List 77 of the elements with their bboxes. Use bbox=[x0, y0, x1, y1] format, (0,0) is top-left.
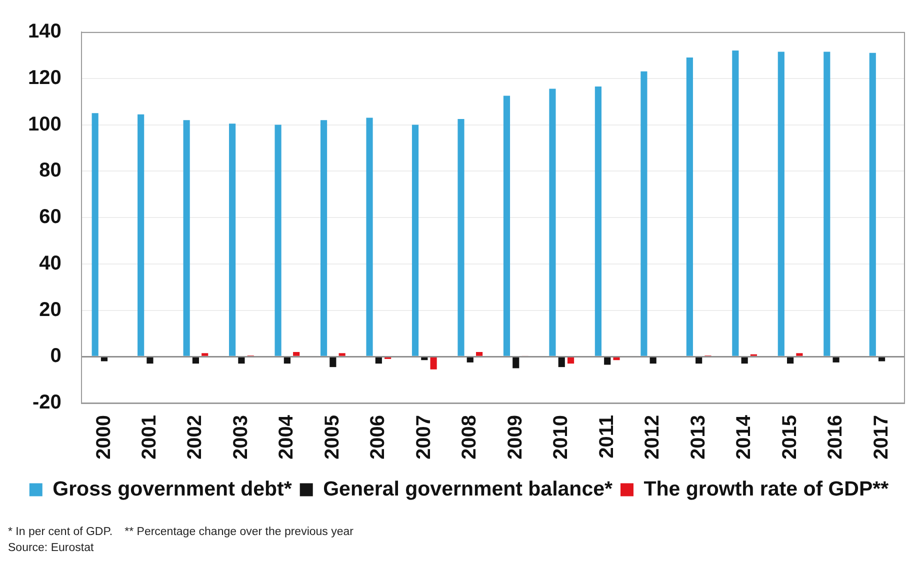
bar bbox=[567, 357, 574, 364]
y-tick-label: -20 bbox=[32, 392, 62, 414]
bar bbox=[320, 120, 328, 356]
bar bbox=[686, 58, 693, 356]
x-tick-label: 2006 bbox=[367, 415, 390, 460]
bar bbox=[824, 52, 830, 356]
x-tick-label: 2003 bbox=[230, 415, 252, 460]
y-tick-label: 100 bbox=[28, 113, 62, 136]
bar bbox=[787, 357, 794, 364]
x-tick-label: 2017 bbox=[870, 415, 892, 460]
x-tick-label: 2007 bbox=[412, 415, 435, 460]
bar bbox=[238, 357, 245, 364]
y-tick-label: 120 bbox=[28, 66, 62, 89]
x-tick-label: 2004 bbox=[276, 414, 298, 460]
bar bbox=[503, 96, 510, 356]
bar bbox=[650, 357, 656, 364]
bar bbox=[778, 52, 784, 356]
x-tick-label: 2015 bbox=[778, 415, 801, 460]
x-tick-label: 2011 bbox=[596, 415, 618, 458]
bar bbox=[192, 357, 200, 364]
bar bbox=[138, 114, 144, 356]
bar bbox=[466, 357, 474, 362]
bar bbox=[92, 113, 98, 356]
y-tick-label: 80 bbox=[39, 160, 62, 182]
y-tick-label: 40 bbox=[39, 252, 62, 274]
bar bbox=[696, 357, 702, 364]
bar bbox=[274, 124, 282, 356]
x-tick-label: 2010 bbox=[550, 415, 572, 460]
bar bbox=[338, 353, 346, 356]
bar bbox=[640, 71, 648, 356]
bar bbox=[512, 357, 520, 368]
y-tick-label: 20 bbox=[39, 298, 62, 321]
bar bbox=[146, 357, 154, 364]
x-tick-label: 2000 bbox=[92, 415, 115, 460]
legend-label: General government balance* bbox=[323, 477, 613, 500]
y-tick-label: 0 bbox=[50, 345, 62, 368]
bar bbox=[202, 353, 208, 356]
bar bbox=[375, 357, 382, 364]
bar bbox=[330, 357, 336, 368]
bar bbox=[604, 357, 611, 365]
bar bbox=[832, 357, 840, 362]
bar bbox=[732, 50, 739, 356]
bar bbox=[878, 357, 886, 362]
bar bbox=[549, 88, 556, 356]
bar bbox=[229, 124, 236, 356]
bar bbox=[558, 357, 565, 368]
x-tick-label: 2013 bbox=[687, 415, 710, 460]
x-tick-label: 2005 bbox=[321, 415, 344, 460]
bar bbox=[183, 120, 190, 356]
bar bbox=[100, 357, 108, 362]
x-tick-label: 2008 bbox=[458, 415, 481, 460]
bar bbox=[741, 357, 748, 364]
bar bbox=[412, 124, 419, 356]
bar bbox=[594, 86, 602, 356]
source-note: Source: Eurostat bbox=[8, 541, 95, 556]
bar bbox=[458, 118, 464, 356]
bar bbox=[796, 353, 803, 356]
y-tick-label: 60 bbox=[39, 206, 62, 228]
x-tick-label: 2001 bbox=[138, 415, 160, 460]
bar bbox=[430, 357, 437, 370]
legend-label: Gross government debt* bbox=[52, 477, 292, 500]
x-tick-label: 2002 bbox=[184, 415, 206, 460]
legend-label: The growth rate of GDP** bbox=[644, 477, 889, 500]
x-tick-label: 2009 bbox=[504, 415, 526, 460]
y-tick-label: 140 bbox=[28, 20, 62, 43]
bar bbox=[284, 357, 290, 364]
x-tick-label: 2014 bbox=[733, 414, 756, 460]
text: ** Percentage change over the previous year bbox=[124, 526, 354, 538]
bar bbox=[869, 52, 876, 356]
bar bbox=[421, 357, 428, 360]
text: * In per cent of GDP. bbox=[8, 526, 113, 538]
bar bbox=[366, 118, 373, 356]
bar bbox=[613, 357, 620, 360]
x-tick-label: 2012 bbox=[642, 415, 664, 460]
x-tick-label: 2016 bbox=[824, 415, 847, 460]
bar bbox=[293, 352, 300, 356]
bar bbox=[476, 352, 483, 356]
